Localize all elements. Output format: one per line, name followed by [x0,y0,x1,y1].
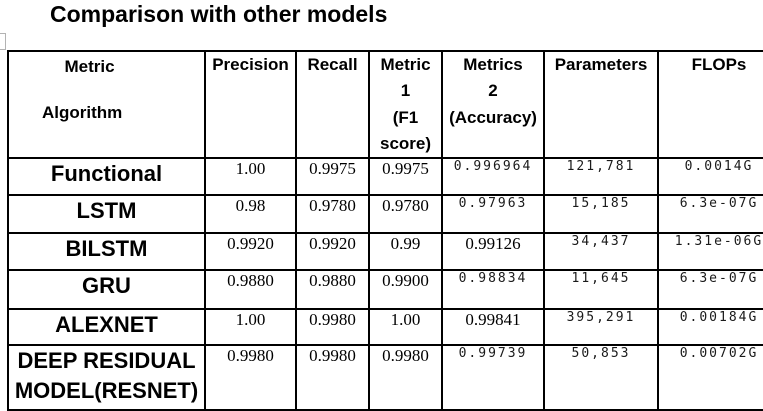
table-row: DEEP RESIDUAL MODEL(RESNET) 0.9980 0.998… [7,344,763,411]
cell-recall: 0.9880 [295,269,370,311]
header-corner-cell: Metric Algorithm [7,50,206,160]
cell-accuracy: 0.97963 [441,194,545,235]
cell-recall: 0.9920 [295,232,370,272]
column-header-f1: Metric 1 (F1 score) [368,50,443,160]
cell-f1: 0.99 [368,232,443,272]
cell-parameters: 121,781 [543,157,659,197]
header-corner-metric: Metric [64,57,115,76]
cell-f1: 0.9900 [368,269,443,311]
comparison-table: Metric Algorithm Precision Recall Metric… [7,50,763,411]
column-header-recall: Recall [295,50,370,160]
row-label: LSTM [7,194,206,235]
cell-flops: 1.31e-06G [657,232,763,272]
row-label: BILSTM [7,232,206,272]
cell-f1: 0.9980 [368,344,443,411]
header-row: Metric Algorithm Precision Recall Metric… [7,50,763,160]
cell-recall: 0.9780 [295,194,370,235]
cell-parameters: 15,185 [543,194,659,235]
cell-precision: 1.00 [204,308,297,347]
column-header-flops: FLOPs [657,50,763,160]
header-corner-algorithm: Algorithm [42,103,123,122]
row-label: GRU [7,269,206,311]
cell-flops: 0.00184G [657,308,763,347]
cell-flops: 0.0014G [657,157,763,197]
cell-precision: 1.00 [204,157,297,197]
row-label: DEEP RESIDUAL MODEL(RESNET) [7,344,206,411]
cell-f1: 0.9780 [368,194,443,235]
cell-accuracy: 0.98834 [441,269,545,311]
table-row: Functional 1.00 0.9975 0.9975 0.996964 1… [7,157,763,197]
cell-parameters: 34,437 [543,232,659,272]
row-label: ALEXNET [7,308,206,347]
row-label: Functional [7,157,206,197]
cell-flops: 6.3e-07G [657,269,763,311]
cell-recall: 0.9980 [295,344,370,411]
cell-accuracy: 0.99126 [441,232,545,272]
cell-parameters: 11,645 [543,269,659,311]
cell-flops: 6.3e-07G [657,194,763,235]
cell-precision: 0.98 [204,194,297,235]
table-row: GRU 0.9880 0.9880 0.9900 0.98834 11,645 … [7,269,763,311]
cell-parameters: 395,291 [543,308,659,347]
cell-f1: 0.9975 [368,157,443,197]
selection-handle-artifact [0,33,6,50]
cell-accuracy: 0.99739 [441,344,545,411]
cell-precision: 0.9880 [204,269,297,311]
column-header-parameters: Parameters [543,50,659,160]
comparison-table-container: Metric Algorithm Precision Recall Metric… [7,50,763,411]
cell-precision: 0.9980 [204,344,297,411]
cell-flops: 0.00702G [657,344,763,411]
cell-precision: 0.9920 [204,232,297,272]
cell-recall: 0.9980 [295,308,370,347]
page-title: Comparison with other models [50,1,388,27]
cell-accuracy: 0.99841 [441,308,545,347]
cell-parameters: 50,853 [543,344,659,411]
cell-recall: 0.9975 [295,157,370,197]
column-header-precision: Precision [204,50,297,160]
table-row: BILSTM 0.9920 0.9920 0.99 0.99126 34,437… [7,232,763,272]
table-row: ALEXNET 1.00 0.9980 1.00 0.99841 395,291… [7,308,763,347]
table-row: LSTM 0.98 0.9780 0.9780 0.97963 15,185 6… [7,194,763,235]
cell-accuracy: 0.996964 [441,157,545,197]
column-header-accuracy: Metrics 2 (Accuracy) [441,50,545,160]
cell-f1: 1.00 [368,308,443,347]
